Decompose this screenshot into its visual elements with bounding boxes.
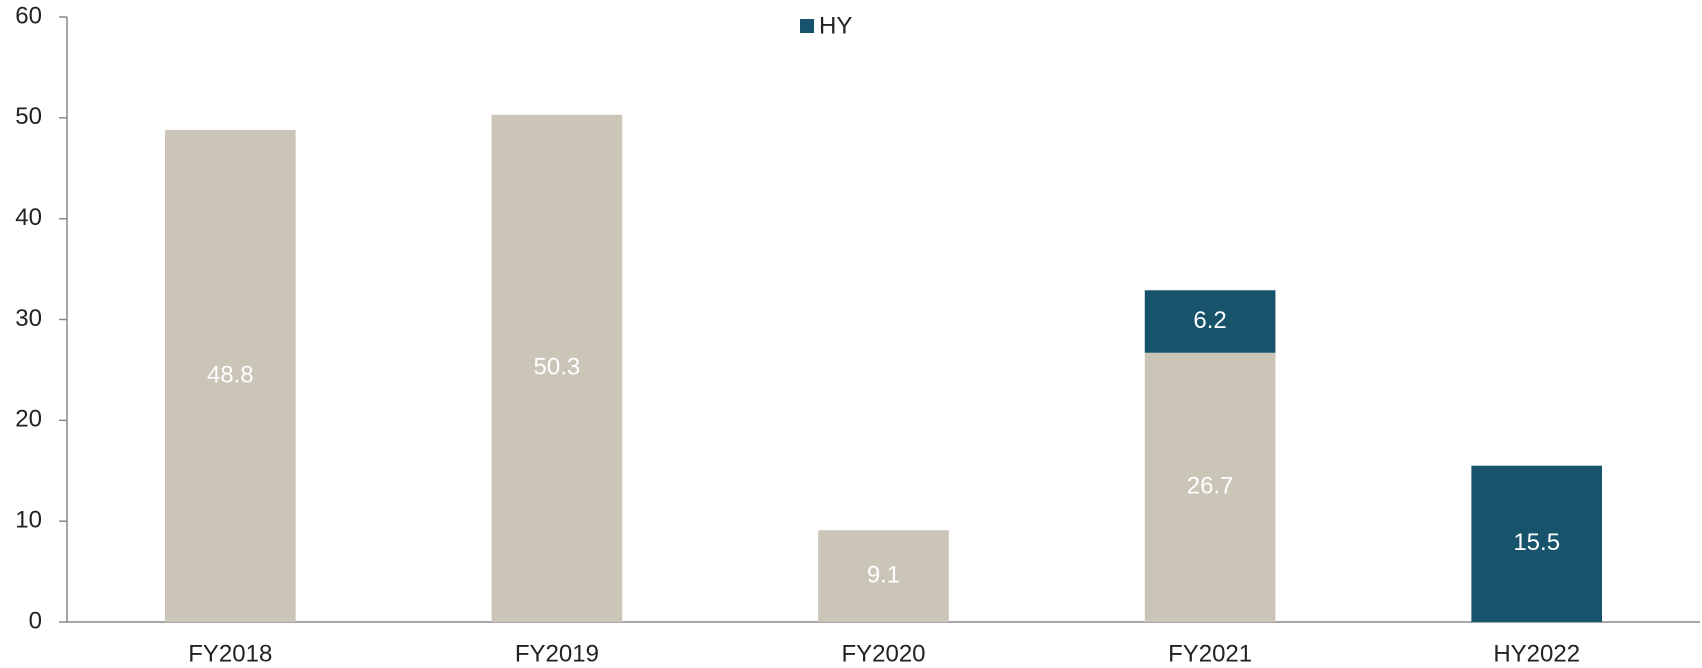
x-tick-label: FY2018: [188, 640, 272, 667]
x-tick-label: FY2020: [841, 640, 925, 667]
y-tick-label: 50: [15, 103, 42, 130]
y-tick-label: 60: [15, 2, 42, 29]
data-label: 9.1: [867, 561, 900, 588]
y-tick-label: 20: [15, 406, 42, 433]
bar-segment: [1144, 352, 1276, 622]
data-label: 26.7: [1187, 473, 1234, 500]
data-label: 6.2: [1193, 307, 1226, 334]
y-tick-label: 0: [29, 607, 42, 634]
x-tick-label: FY2019: [515, 640, 599, 667]
y-tick-label: 30: [15, 305, 42, 332]
bar-segment: [1144, 290, 1276, 353]
bar-segment: [1471, 465, 1603, 622]
y-tick-label: 40: [15, 204, 42, 231]
legend-label: HY: [819, 12, 852, 39]
bar-segment: [491, 114, 623, 622]
x-tick-label: FY2021: [1168, 640, 1252, 667]
data-label: 50.3: [534, 354, 581, 381]
bar-segment: [164, 129, 296, 622]
x-tick-label: HY2022: [1493, 640, 1580, 667]
legend-swatch: [800, 19, 814, 33]
data-label: 48.8: [207, 361, 254, 388]
data-label: 15.5: [1513, 529, 1560, 556]
bar-segment: [818, 530, 949, 622]
y-tick-label: 10: [15, 507, 42, 534]
